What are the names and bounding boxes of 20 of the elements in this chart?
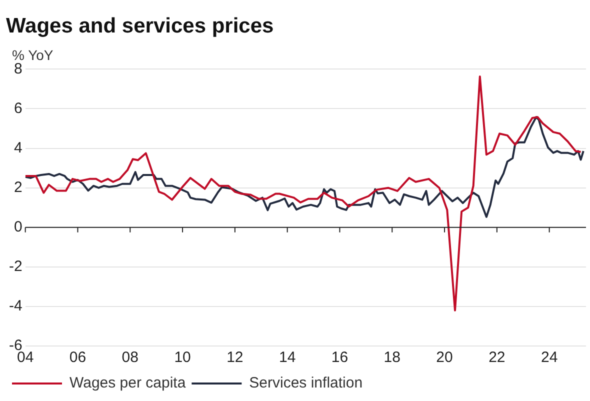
y-tick-label: 0 bbox=[14, 218, 22, 236]
y-tick-label: 4 bbox=[14, 139, 22, 156]
x-tick-label: 10 bbox=[174, 349, 191, 366]
x-tick-label: 24 bbox=[540, 349, 558, 366]
x-tick-label: 12 bbox=[226, 349, 244, 366]
x-tick-label: 14 bbox=[278, 349, 296, 366]
y-tick-label: -4 bbox=[8, 298, 22, 315]
y-tick-label: -2 bbox=[8, 258, 22, 276]
legend-label: Wages per capita bbox=[70, 374, 186, 392]
x-tick-label: 08 bbox=[122, 349, 138, 366]
x-tick-label: 20 bbox=[436, 349, 453, 366]
y-tick-label: 6 bbox=[14, 100, 22, 117]
x-tick-label: 04 bbox=[16, 349, 34, 366]
x-tick-label: 06 bbox=[69, 349, 86, 366]
x-tick-label: 18 bbox=[384, 349, 400, 366]
chart-title: Wages and services prices bbox=[6, 14, 274, 38]
x-tick-label: 22 bbox=[488, 349, 506, 366]
x-tick-label: 16 bbox=[331, 349, 348, 366]
legend-label: Services inflation bbox=[249, 374, 363, 392]
y-tick-label: 2 bbox=[14, 178, 22, 196]
